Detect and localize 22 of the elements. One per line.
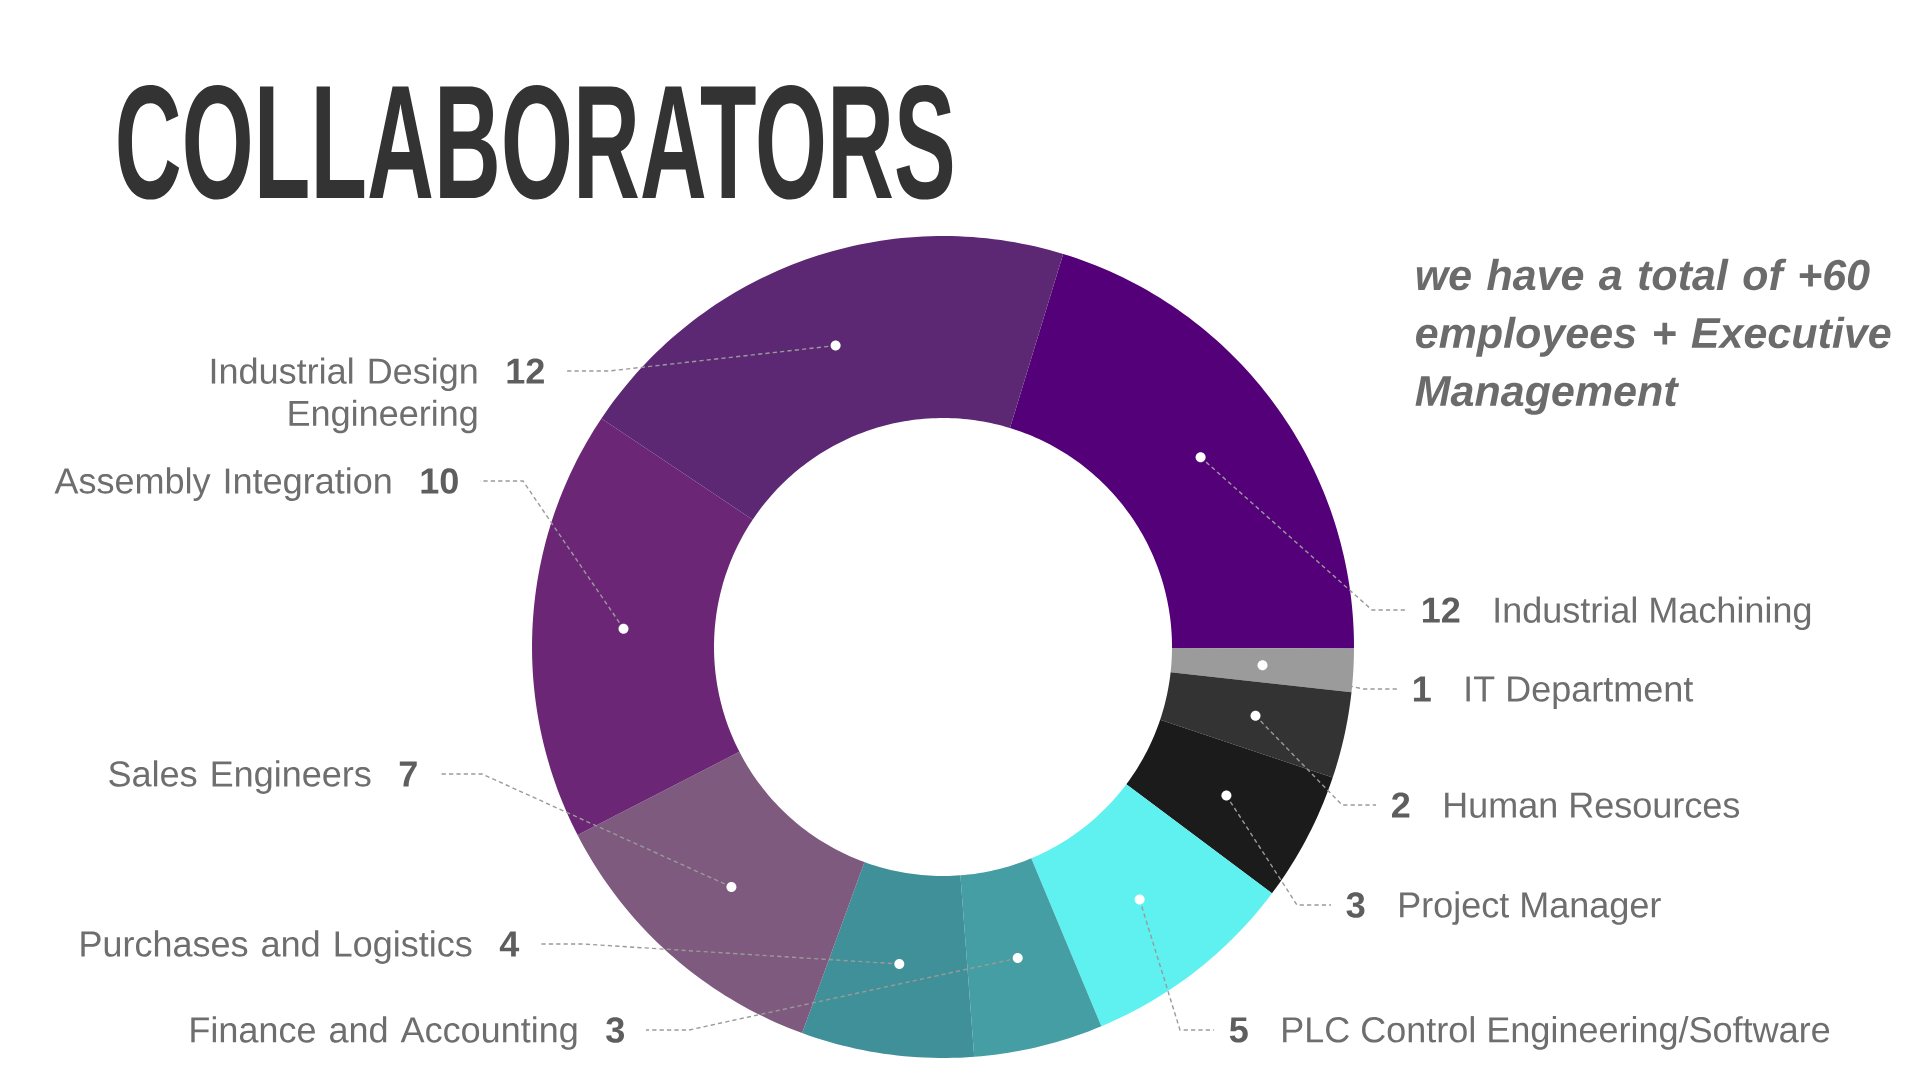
slice-label: Project Manager xyxy=(1400,891,1661,925)
slice-label: Industrial Machining xyxy=(1495,596,1811,631)
slice-label: Purchases and Logistics xyxy=(81,930,472,964)
data-label: 12 xyxy=(1422,597,1460,623)
data-label: 5 xyxy=(1229,1017,1248,1043)
slice-label: Sales Engineers xyxy=(109,760,371,794)
slice-label: IT Department xyxy=(1466,676,1694,709)
data-label: 1 xyxy=(1413,676,1431,702)
slice-label: Assembly Integration xyxy=(54,467,391,501)
data-label: 2 xyxy=(1391,792,1410,818)
slice-label: Finance and Accounting xyxy=(191,1016,577,1050)
text: we have a total of +60 employees + Executive Management xyxy=(1415,258,1891,415)
data-label: 3 xyxy=(606,1017,625,1043)
slice-label: PLC Control Engineering/Software xyxy=(1283,1016,1830,1050)
slice-label: Industrial Design Engineering xyxy=(211,357,477,434)
data-label: 7 xyxy=(399,761,417,787)
data-label: 10 xyxy=(421,468,458,494)
chart-title: COLLABORATORS xyxy=(118,84,953,200)
slice-label: Human Resources xyxy=(1445,792,1740,818)
data-label: 3 xyxy=(1346,892,1365,918)
data-label: 12 xyxy=(507,358,544,384)
data-label: 4 xyxy=(499,931,520,957)
